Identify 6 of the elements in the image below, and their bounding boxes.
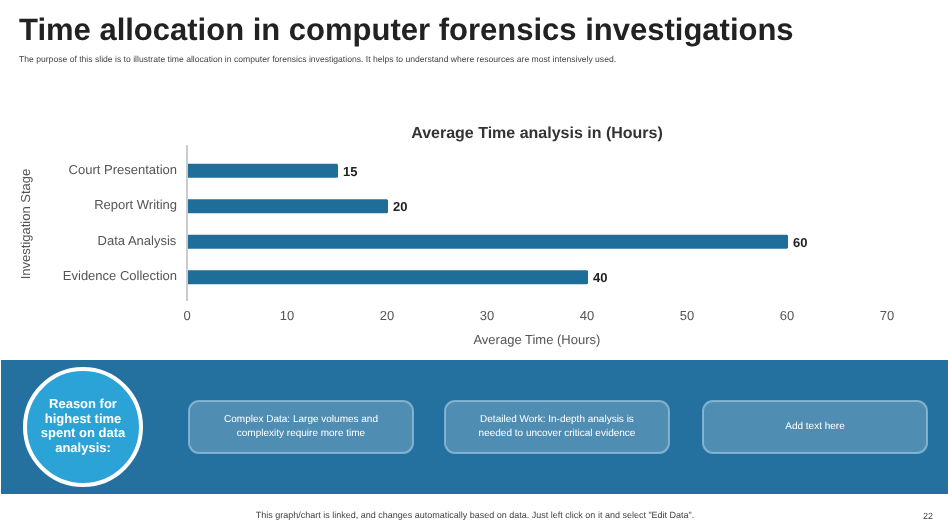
bar <box>186 234 788 249</box>
chart-title: Average Time analysis in (Hours) <box>411 124 664 142</box>
bar <box>186 163 338 178</box>
bar <box>186 270 588 285</box>
bar <box>186 199 388 214</box>
text: Time allocation in computer forensics investigations <box>19 14 794 48</box>
